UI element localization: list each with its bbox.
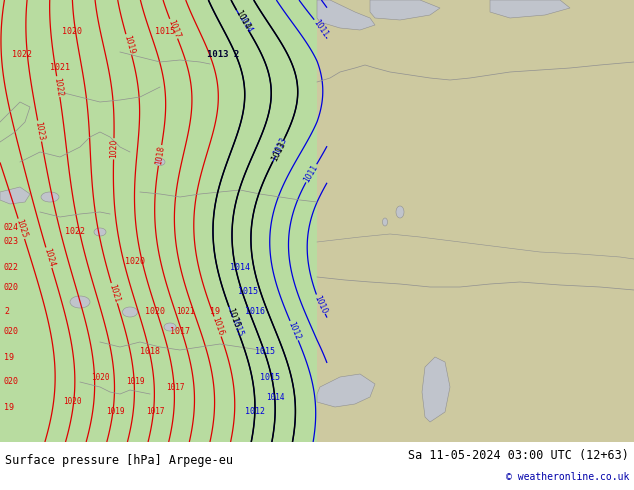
Text: 1017: 1017 <box>170 327 190 337</box>
Text: 1010: 1010 <box>313 294 328 315</box>
Text: 1012: 1012 <box>287 320 302 341</box>
Text: Sa 11-05-2024 03:00 UTC (12+63): Sa 11-05-2024 03:00 UTC (12+63) <box>408 449 629 462</box>
Polygon shape <box>422 357 450 422</box>
Text: 1015: 1015 <box>260 372 280 382</box>
Ellipse shape <box>382 218 387 226</box>
Text: 1021: 1021 <box>176 308 194 317</box>
Text: 1017: 1017 <box>165 383 184 392</box>
Text: 022: 022 <box>4 263 19 271</box>
Text: 020: 020 <box>4 327 19 337</box>
Text: 1014: 1014 <box>230 263 250 271</box>
Text: 1020: 1020 <box>63 397 81 407</box>
Polygon shape <box>490 0 570 18</box>
Text: 1020: 1020 <box>109 139 119 159</box>
Text: 1016: 1016 <box>245 308 265 317</box>
Ellipse shape <box>396 206 404 218</box>
Text: 1022: 1022 <box>53 76 64 97</box>
Text: 1012: 1012 <box>245 408 265 416</box>
Polygon shape <box>0 187 30 204</box>
Text: 1014: 1014 <box>266 392 284 401</box>
Text: 1014: 1014 <box>236 14 254 35</box>
Text: 1024: 1024 <box>42 247 56 268</box>
Bar <box>317 0 634 442</box>
Text: 1023: 1023 <box>34 121 46 141</box>
Text: 1015: 1015 <box>238 288 258 296</box>
Ellipse shape <box>122 307 138 317</box>
Ellipse shape <box>94 228 106 236</box>
Text: © weatheronline.co.uk: © weatheronline.co.uk <box>506 471 629 482</box>
Text: Surface pressure [hPa] Arpege-eu: Surface pressure [hPa] Arpege-eu <box>5 454 233 467</box>
Text: 1011: 1011 <box>311 18 330 39</box>
Bar <box>0 442 634 490</box>
Text: 19: 19 <box>4 352 14 362</box>
Polygon shape <box>317 374 375 407</box>
Text: 1020: 1020 <box>62 27 82 36</box>
Text: 1014: 1014 <box>233 9 252 31</box>
Text: 19: 19 <box>210 308 220 317</box>
Text: 19: 19 <box>4 402 14 412</box>
Text: 1016: 1016 <box>210 316 225 337</box>
Text: 1020: 1020 <box>145 308 165 317</box>
Polygon shape <box>317 0 375 30</box>
Text: 1017: 1017 <box>166 18 181 39</box>
Text: 1018: 1018 <box>140 347 160 357</box>
Text: 1022: 1022 <box>12 50 32 59</box>
Ellipse shape <box>70 296 90 308</box>
Ellipse shape <box>41 192 59 202</box>
Text: 1019: 1019 <box>122 34 136 55</box>
Polygon shape <box>370 0 440 20</box>
Text: 024: 024 <box>4 222 19 231</box>
Text: 1013: 1013 <box>272 136 288 157</box>
Text: 1015: 1015 <box>229 317 244 338</box>
Ellipse shape <box>155 158 165 166</box>
Text: 1021: 1021 <box>107 283 121 304</box>
Ellipse shape <box>164 323 176 331</box>
Text: 1022: 1022 <box>65 227 85 237</box>
Text: 023: 023 <box>4 238 19 246</box>
Bar <box>0 0 317 442</box>
Text: 1020: 1020 <box>125 258 145 267</box>
Text: 1013: 1013 <box>269 140 287 163</box>
Text: 1015: 1015 <box>255 347 275 357</box>
Text: 1018: 1018 <box>154 146 166 166</box>
Text: 1015: 1015 <box>155 27 175 36</box>
Text: 1015: 1015 <box>225 306 241 329</box>
Text: 1019: 1019 <box>126 377 145 387</box>
Text: 020: 020 <box>4 377 19 387</box>
Text: 1017: 1017 <box>146 408 164 416</box>
Text: 1021: 1021 <box>50 64 70 73</box>
Text: 1025: 1025 <box>14 218 29 239</box>
Text: 020: 020 <box>4 283 19 292</box>
Text: 1020: 1020 <box>91 372 109 382</box>
Text: 2: 2 <box>4 308 9 317</box>
Text: 1011: 1011 <box>302 163 320 184</box>
Text: 1019: 1019 <box>106 408 124 416</box>
Text: 1013 2: 1013 2 <box>207 50 239 59</box>
